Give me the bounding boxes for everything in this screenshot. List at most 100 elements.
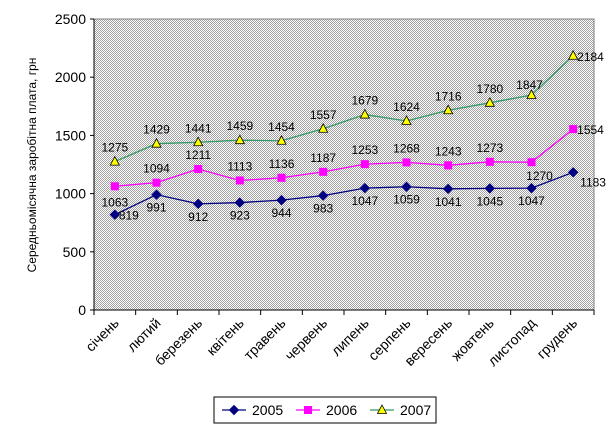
data-label: 1094 [143,162,170,176]
data-label: 1624 [393,100,420,114]
data-label: 2184 [577,50,604,64]
y-tick-label: 2000 [55,69,86,85]
data-point [193,136,204,147]
data-label: 991 [146,201,166,215]
data-point [192,198,204,210]
data-point [568,49,579,60]
data-point [401,115,412,125]
data-label: 912 [188,210,208,224]
data-point [443,104,454,115]
data-label: 1183 [580,175,606,189]
legend-marker [304,406,312,414]
x-tick-label: травень [240,315,288,363]
data-point [444,161,453,170]
y-tick-label: 2500 [55,11,86,27]
legend-marker [376,404,388,414]
data-point [319,167,328,176]
data-point [234,197,246,208]
data-label: 1211 [185,148,211,162]
data-point [484,183,496,194]
x-tick-label: лютий [124,315,164,355]
series-line [114,171,574,216]
x-tick-label: грудень [533,315,580,362]
data-label: 1063 [101,195,128,209]
data-point [235,176,244,185]
data-point [276,194,287,206]
series-2005 [109,167,579,220]
y-tick-label: 0 [78,302,86,318]
x-tick-label: січень [82,315,122,355]
data-label: 1429 [143,123,170,137]
data-label: 1716 [435,89,462,103]
series-line [114,128,574,187]
data-label: 1253 [351,143,378,157]
data-point [152,178,161,187]
data-label: 1273 [476,141,503,155]
y-tick-label: 1000 [55,186,86,202]
legend-marker [228,404,240,416]
data-label: 819 [119,209,139,223]
data-label: 1780 [476,82,503,96]
y-tick-label: 1500 [55,127,86,143]
legend-item-2005: 2005 [222,402,283,418]
legend-label: 2007 [400,402,431,418]
series-2007 [109,49,579,166]
data-point [318,122,329,133]
data-point [109,209,121,220]
data-point [317,190,329,201]
data-label: 1187 [310,151,336,165]
data-label: 1047 [351,194,378,208]
data-label: 1268 [393,141,420,155]
data-label: 1441 [185,121,212,135]
data-label: 1113 [227,159,252,173]
data-point [527,158,536,167]
data-label: 1557 [310,108,337,122]
data-label: 1045 [476,194,503,208]
data-point [194,165,203,174]
plot-area [93,18,595,311]
data-point [569,125,578,134]
series-line [114,55,574,163]
data-label: 1454 [268,120,295,134]
data-point [234,134,245,145]
series-2006 [110,125,578,191]
data-point [485,157,494,166]
data-point [442,183,454,195]
data-point [360,160,369,169]
legend-item-2007: 2007 [370,402,431,418]
data-point [526,182,537,194]
data-label: 1041 [435,195,462,209]
data-point [109,155,120,166]
data-label: 923 [230,209,250,223]
data-point [526,89,537,99]
data-point [276,134,287,145]
y-axis-title: Середньомісячна заробітна плата, грн [25,58,39,273]
legend-label: 2005 [252,402,283,418]
legend-box [213,396,437,424]
legend-item-2006: 2006 [296,402,357,418]
data-point [567,167,579,178]
data-label: 1459 [226,119,253,133]
data-label: 1275 [101,141,128,155]
data-label: 983 [313,202,333,216]
data-label: 1136 [269,157,295,171]
data-label: 1847 [516,78,543,92]
legend: 2005 2006 2007 [213,396,437,424]
data-label: 1270 [526,169,553,183]
data-label: 1059 [393,193,420,207]
data-point [484,96,495,107]
data-label: 1679 [351,94,378,108]
data-point [401,181,412,192]
x-tick-label: червень [282,315,331,364]
data-point [402,158,411,167]
legend-label: 2006 [326,402,357,418]
data-point [277,173,286,182]
data-label: 1554 [577,123,604,137]
data-label: 1243 [435,144,462,158]
data-point [110,182,119,191]
data-point [359,182,371,194]
data-point [151,137,162,148]
data-label: 944 [271,206,291,220]
